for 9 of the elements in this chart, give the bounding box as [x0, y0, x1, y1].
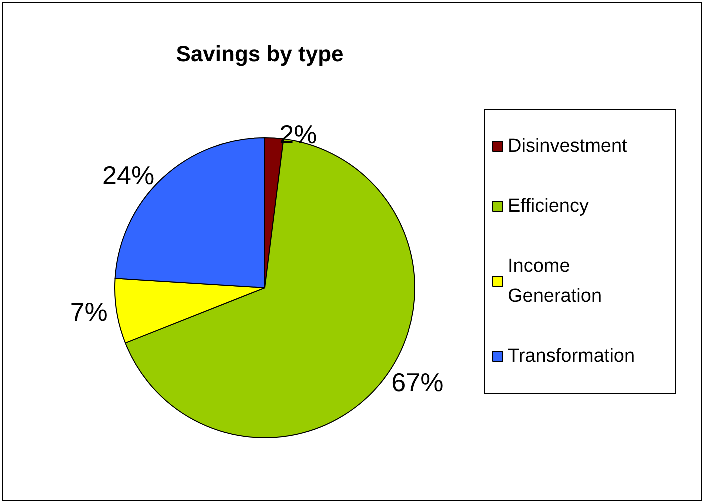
legend-label: Transformation	[508, 346, 636, 367]
data-label: 7%	[70, 297, 108, 328]
data-label: 24%	[102, 160, 155, 191]
legend-label: Efficiency	[508, 196, 590, 217]
chart-title: Savings by type	[176, 42, 344, 66]
data-label: 2%	[280, 119, 318, 150]
legend-label: Income Generation	[508, 256, 602, 307]
data-label: 67%	[392, 367, 444, 398]
legend-label: Disinvestment	[508, 136, 628, 157]
